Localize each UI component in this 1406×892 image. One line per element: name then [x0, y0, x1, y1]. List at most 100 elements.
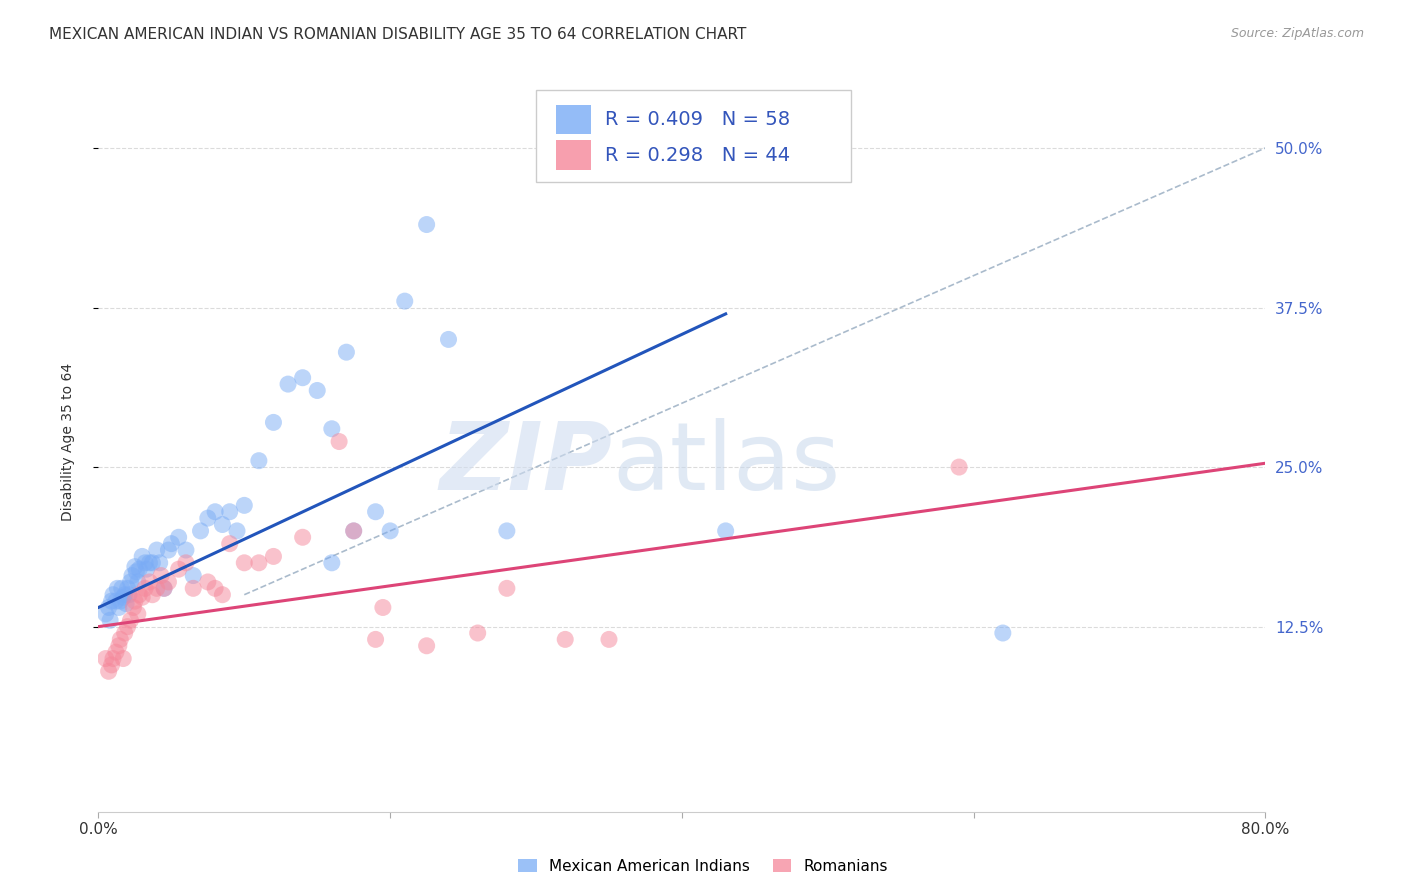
Point: [335, 345, 357, 359]
Point: [146, 582, 169, 596]
Point: [204, 582, 226, 596]
Point: [134, 582, 156, 596]
Point: [127, 574, 149, 589]
Point: [100, 657, 122, 672]
Point: [110, 632, 132, 647]
Point: [141, 588, 163, 602]
Point: [128, 588, 150, 602]
Point: [174, 556, 197, 570]
Point: [117, 582, 139, 596]
Point: [190, 524, 212, 538]
Point: [101, 588, 124, 602]
Point: [110, 594, 132, 608]
Point: [94, 607, 117, 621]
Text: MEXICAN AMERICAN INDIAN VS ROMANIAN DISABILITY AGE 35 TO 64 CORRELATION CHART: MEXICAN AMERICAN INDIAN VS ROMANIAN DISA…: [49, 27, 747, 42]
Point: [233, 499, 256, 513]
Point: [247, 453, 270, 467]
Point: [277, 377, 299, 392]
Point: [167, 530, 190, 544]
Point: [146, 543, 169, 558]
Point: [97, 665, 120, 679]
Point: [174, 543, 197, 558]
Point: [153, 582, 176, 596]
Point: [122, 600, 145, 615]
Point: [554, 632, 576, 647]
Bar: [555, 104, 591, 135]
Point: [134, 556, 156, 570]
Point: [218, 505, 240, 519]
Point: [598, 632, 620, 647]
Point: [380, 524, 402, 538]
Text: R = 0.298   N = 44: R = 0.298 N = 44: [605, 145, 790, 164]
Point: [167, 562, 190, 576]
Point: [120, 613, 142, 627]
Point: [94, 651, 117, 665]
Point: [101, 651, 124, 665]
Point: [120, 574, 142, 589]
Point: [181, 568, 204, 582]
Point: [121, 568, 143, 582]
Point: [114, 588, 136, 602]
Point: [131, 591, 153, 605]
Point: [948, 460, 970, 475]
Point: [153, 582, 176, 596]
Point: [211, 517, 233, 532]
Point: [321, 556, 343, 570]
Point: [157, 543, 180, 558]
Point: [343, 524, 366, 538]
Point: [105, 582, 128, 596]
Point: [233, 556, 256, 570]
Text: ZIP: ZIP: [439, 417, 612, 509]
Point: [328, 434, 350, 449]
Point: [415, 639, 437, 653]
Text: atlas: atlas: [612, 417, 841, 509]
Point: [364, 632, 387, 647]
Point: [117, 620, 139, 634]
Point: [128, 562, 150, 576]
Point: [197, 574, 219, 589]
Point: [291, 370, 314, 384]
Point: [181, 582, 204, 596]
Point: [150, 568, 173, 582]
Point: [496, 582, 519, 596]
Legend: Mexican American Indians, Romanians: Mexican American Indians, Romanians: [512, 853, 894, 880]
Point: [226, 524, 249, 538]
Point: [197, 511, 219, 525]
Point: [211, 588, 233, 602]
Point: [496, 524, 519, 538]
Point: [104, 645, 127, 659]
Point: [394, 294, 416, 309]
Point: [97, 600, 120, 615]
Point: [467, 626, 489, 640]
Point: [108, 600, 131, 615]
Point: [364, 505, 387, 519]
Point: [100, 594, 122, 608]
Point: [135, 562, 157, 576]
Point: [247, 556, 270, 570]
Point: [127, 607, 149, 621]
Point: [204, 505, 226, 519]
Point: [124, 594, 146, 608]
Point: [138, 574, 160, 589]
Point: [138, 556, 160, 570]
Point: [262, 416, 284, 430]
Point: [118, 588, 141, 602]
Point: [157, 574, 180, 589]
Point: [104, 594, 127, 608]
Point: [115, 597, 138, 611]
Point: [262, 549, 284, 564]
Point: [307, 384, 329, 398]
Point: [141, 556, 163, 570]
Point: [371, 600, 394, 615]
Point: [112, 591, 135, 605]
Point: [111, 582, 134, 596]
Bar: [555, 140, 591, 169]
Point: [991, 626, 1014, 640]
Point: [114, 626, 136, 640]
Point: [108, 639, 131, 653]
Point: [218, 536, 240, 550]
Y-axis label: Disability Age 35 to 64: Disability Age 35 to 64: [60, 362, 75, 521]
Point: [714, 524, 737, 538]
Point: [415, 218, 437, 232]
Point: [321, 422, 343, 436]
